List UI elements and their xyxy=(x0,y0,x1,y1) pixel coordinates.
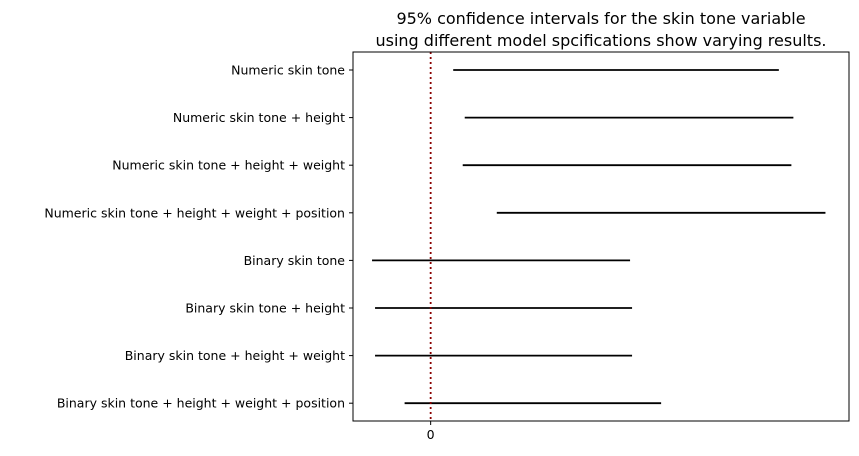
chart-title-line-2: using different model spcifications show… xyxy=(375,31,826,50)
plot-area: Numeric skin tone Numeric skin tone + hei… xyxy=(44,51,850,442)
y-tick-label: Binary skin tone xyxy=(244,253,346,268)
x-tick-label: 0 xyxy=(427,427,435,442)
plot-frame xyxy=(352,51,850,422)
y-tick-label: Binary skin tone + height + weight + pos… xyxy=(57,396,345,411)
y-tick-label: Binary skin tone + height + weight xyxy=(125,348,345,363)
chart-title-line-1: 95% confidence intervals for the skin to… xyxy=(396,9,805,28)
y-tick-label: Numeric skin tone xyxy=(231,63,345,78)
y-tick-label: Binary skin tone + height xyxy=(185,301,345,316)
y-tick-label: Numeric skin tone + height + weight xyxy=(112,158,345,173)
y-tick-label: Numeric skin tone + height + weight + po… xyxy=(44,205,345,220)
y-tick-label: Numeric skin tone + height xyxy=(173,110,345,125)
